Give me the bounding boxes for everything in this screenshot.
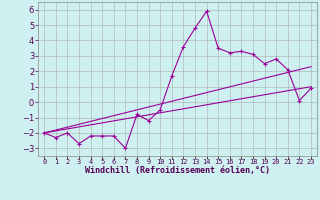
- X-axis label: Windchill (Refroidissement éolien,°C): Windchill (Refroidissement éolien,°C): [85, 166, 270, 175]
